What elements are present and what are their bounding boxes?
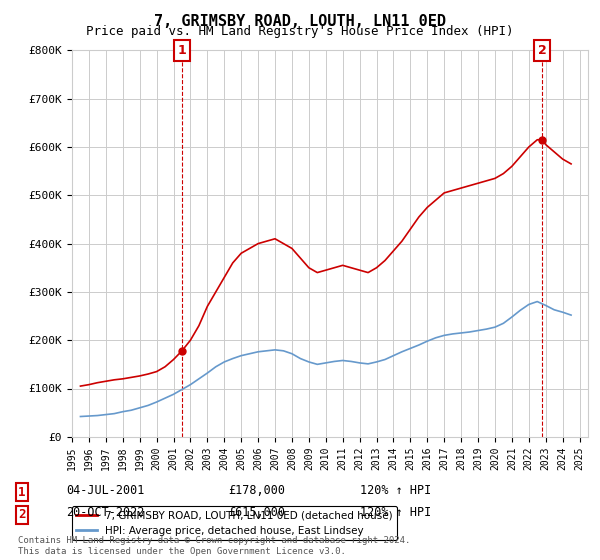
Text: 7, GRIMSBY ROAD, LOUTH, LN11 0ED: 7, GRIMSBY ROAD, LOUTH, LN11 0ED (154, 14, 446, 29)
Text: 1: 1 (178, 44, 187, 57)
Text: 1: 1 (18, 486, 25, 498)
Text: 04-JUL-2001: 04-JUL-2001 (66, 484, 145, 497)
Text: This data is licensed under the Open Government Licence v3.0.: This data is licensed under the Open Gov… (18, 548, 346, 557)
Text: Price paid vs. HM Land Registry's House Price Index (HPI): Price paid vs. HM Land Registry's House … (86, 25, 514, 38)
Text: 20-OCT-2022: 20-OCT-2022 (66, 506, 145, 519)
Text: 2: 2 (538, 44, 547, 57)
Text: 120% ↑ HPI: 120% ↑ HPI (360, 484, 431, 497)
Text: £615,000: £615,000 (228, 506, 285, 519)
Legend: 7, GRIMSBY ROAD, LOUTH, LN11 0ED (detached house), HPI: Average price, detached : 7, GRIMSBY ROAD, LOUTH, LN11 0ED (detach… (72, 506, 397, 540)
Text: Contains HM Land Registry data © Crown copyright and database right 2024.: Contains HM Land Registry data © Crown c… (18, 536, 410, 545)
Text: 120% ↑ HPI: 120% ↑ HPI (360, 506, 431, 519)
Text: £178,000: £178,000 (228, 484, 285, 497)
Text: 2: 2 (18, 508, 25, 521)
